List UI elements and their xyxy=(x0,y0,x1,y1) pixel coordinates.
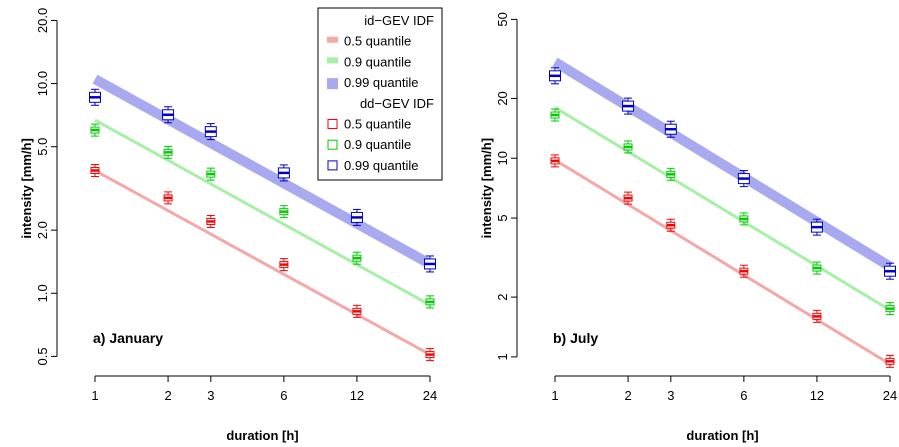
boxplot xyxy=(204,123,217,141)
boxplot xyxy=(549,67,561,85)
legend-swatch-box xyxy=(327,160,338,171)
boxplot xyxy=(664,120,677,138)
y-axis-label: intensity [mm/h] xyxy=(479,138,494,238)
boxplot xyxy=(162,106,175,124)
legend-entry: 0.99 quantile xyxy=(344,75,418,90)
legend-entry: 0.5 quantile xyxy=(344,117,411,132)
legend-group-title: dd−GEV IDF xyxy=(360,96,434,111)
legend-swatch-line xyxy=(327,36,338,43)
idf-line-q099 xyxy=(92,74,433,269)
boxplot xyxy=(812,261,822,275)
y-tick-label: 1 xyxy=(495,353,510,360)
x-tick-label: 24 xyxy=(423,388,437,403)
boxplot xyxy=(666,218,676,232)
legend-entry: 0.9 quantile xyxy=(344,137,411,152)
boxplot xyxy=(163,191,173,205)
x-axis-label: duration [h] xyxy=(226,428,298,443)
y-tick-label: 5 xyxy=(495,214,510,221)
x-tick-label: 3 xyxy=(207,388,214,403)
boxplot xyxy=(424,255,436,273)
boxplot xyxy=(622,97,635,115)
boxplot xyxy=(277,164,290,182)
boxplot xyxy=(739,212,749,226)
panel-label: b) July xyxy=(553,330,598,346)
boxplot xyxy=(550,154,560,168)
x-tick-label: 1 xyxy=(551,388,558,403)
boxplot xyxy=(623,191,633,205)
y-tick-label: 0.5 xyxy=(35,347,50,365)
x-tick-label: 24 xyxy=(883,388,897,403)
y-tick-label: 5.0 xyxy=(35,138,50,156)
boxplot xyxy=(352,304,362,318)
boxplot xyxy=(89,88,101,106)
boxplot xyxy=(279,205,289,219)
y-tick-label: 10 xyxy=(495,151,510,165)
idf-line-q05 xyxy=(94,169,431,356)
x-tick-label: 2 xyxy=(624,388,631,403)
x-tick-label: 2 xyxy=(164,388,171,403)
x-tick-label: 6 xyxy=(280,388,287,403)
boxplot xyxy=(350,208,363,226)
boxplot xyxy=(206,214,216,228)
legend-entry: 0.5 quantile xyxy=(344,34,411,49)
x-tick-label: 3 xyxy=(667,388,674,403)
x-tick-label: 12 xyxy=(350,388,364,403)
boxplot xyxy=(810,218,823,236)
boxplot xyxy=(90,164,100,178)
boxplot xyxy=(425,295,435,309)
y-tick-label: 1.0 xyxy=(35,284,50,302)
boxplot xyxy=(666,167,676,181)
legend-entry: 0.99 quantile xyxy=(344,158,418,173)
boxplot xyxy=(623,140,633,154)
y-tick-label: 2 xyxy=(495,293,510,300)
x-tick-label: 1 xyxy=(91,388,98,403)
y-tick-label: 10.0 xyxy=(35,71,50,96)
x-tick-label: 12 xyxy=(810,388,824,403)
boxplot xyxy=(739,264,749,278)
y-tick-label: 20 xyxy=(495,91,510,105)
boxplot xyxy=(737,170,750,188)
boxplot xyxy=(812,309,822,323)
legend-swatch-box xyxy=(327,119,338,129)
y-tick-label: 50 xyxy=(495,12,510,26)
boxplot xyxy=(550,108,560,122)
boxplot xyxy=(90,123,100,137)
boxplot xyxy=(163,145,173,159)
legend-box xyxy=(317,7,443,181)
idf-line-q09 xyxy=(554,106,891,312)
x-tick-label: 6 xyxy=(740,388,747,403)
boxplot xyxy=(425,348,435,362)
legend-swatch-line xyxy=(327,57,338,64)
legend-entry: 0.9 quantile xyxy=(344,54,411,69)
legend-swatch-line xyxy=(327,78,338,90)
panel-label: a) January xyxy=(93,330,163,346)
legend-group-title: id−GEV IDF xyxy=(364,13,434,28)
legend-swatch-box xyxy=(327,139,338,150)
boxplot xyxy=(206,167,216,181)
legend: id−GEV IDF 0.5 quantile 0.9 quantile 0.99 q… xyxy=(317,7,443,181)
idf-line-q09 xyxy=(94,118,431,307)
idf-line-q099 xyxy=(552,57,893,271)
y-tick-label: 20.0 xyxy=(35,8,50,33)
y-tick-label: 2.0 xyxy=(35,221,50,239)
boxplot xyxy=(884,262,896,280)
boxplot xyxy=(352,251,362,265)
y-axis-label: intensity [mm/h] xyxy=(19,138,34,238)
boxplot xyxy=(885,302,895,316)
boxplot xyxy=(885,354,895,368)
boxplot xyxy=(279,258,289,272)
x-axis-label: duration [h] xyxy=(686,428,758,443)
idf-line-q05 xyxy=(554,158,891,366)
